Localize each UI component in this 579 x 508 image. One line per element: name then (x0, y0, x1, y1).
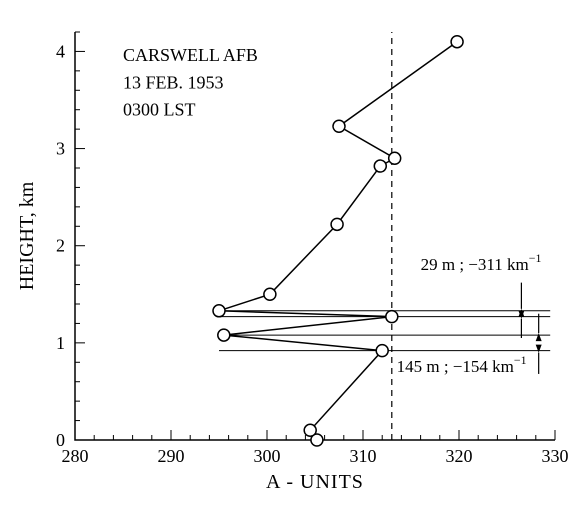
x-tick-label: 290 (158, 446, 185, 466)
y-tick-label: 3 (56, 139, 65, 159)
arrow-head-icon (536, 345, 542, 353)
data-marker (451, 36, 463, 48)
y-tick-label: 2 (56, 236, 65, 256)
data-marker (386, 311, 398, 323)
chart-header-line: 13 FEB. 1953 (123, 72, 224, 92)
data-marker (389, 152, 401, 164)
data-marker (331, 218, 343, 230)
x-tick-label: 320 (446, 446, 473, 466)
data-marker (264, 288, 276, 300)
series-line (219, 42, 457, 440)
data-marker (376, 345, 388, 357)
x-tick-label: 300 (254, 446, 281, 466)
data-marker (374, 160, 386, 172)
y-axis-title: HEIGHT, km (16, 181, 38, 290)
x-tick-label: 330 (542, 446, 569, 466)
arrow-head-icon (536, 333, 542, 341)
annotation-upper: 29 m ; −311 km−1 (421, 251, 542, 274)
data-marker (213, 305, 225, 317)
axes (75, 32, 555, 440)
data-marker (333, 120, 345, 132)
data-marker (304, 424, 316, 436)
y-tick-label: 4 (56, 41, 65, 61)
chart-header-line: 0300 LST (123, 100, 196, 120)
data-marker (218, 329, 230, 341)
annotation-lower: 145 m ; −154 km−1 (397, 353, 527, 376)
x-axis-title: A - UNITS (266, 471, 364, 493)
x-tick-label: 310 (350, 446, 377, 466)
chart-header-line: CARSWELL AFB (123, 45, 258, 65)
y-tick-label: 0 (56, 430, 65, 450)
y-tick-label: 1 (56, 333, 65, 353)
x-tick-label: 280 (62, 446, 89, 466)
